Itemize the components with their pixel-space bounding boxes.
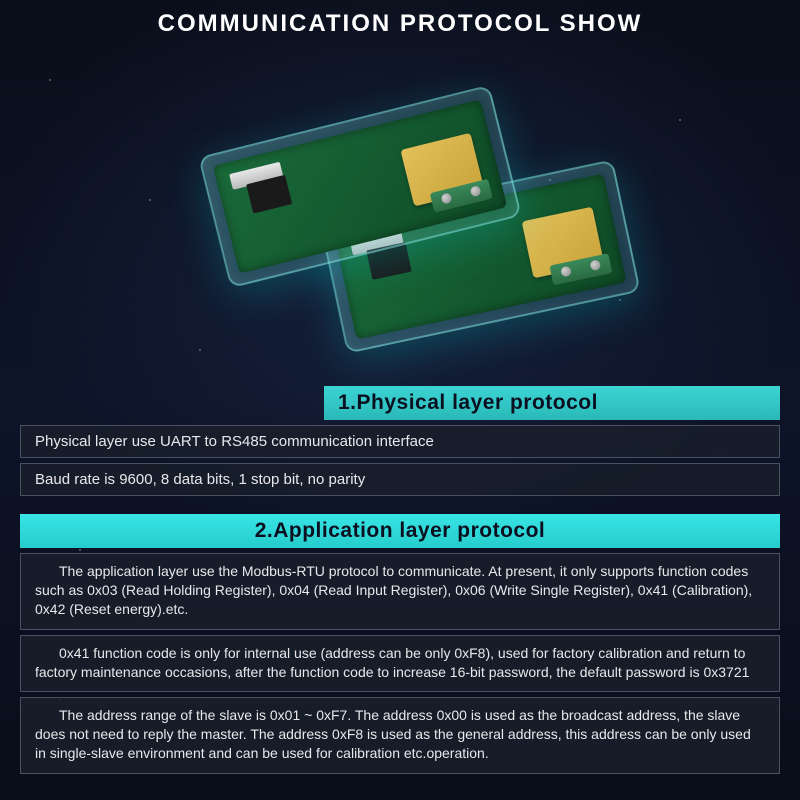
product-image-area (20, 56, 780, 376)
application-block-codes: The application layer use the Modbus-RTU… (20, 553, 780, 630)
application-block-address: The address range of the slave is 0x01 ~… (20, 697, 780, 774)
physical-layer-section: 1.Physical layer protocol Physical layer… (20, 386, 780, 496)
application-layer-header: 2.Application layer protocol (20, 514, 780, 548)
physical-row-baud: Baud rate is 9600, 8 data bits, 1 stop b… (20, 463, 780, 496)
application-block-0x41: 0x41 function code is only for internal … (20, 635, 780, 693)
main-title: COMMUNICATION PROTOCOL SHOW (20, 0, 780, 56)
content-container: COMMUNICATION PROTOCOL SHOW 1.Physical l… (0, 0, 800, 774)
physical-row-interface: Physical layer use UART to RS485 communi… (20, 425, 780, 458)
application-layer-section: 2.Application layer protocol The applica… (20, 514, 780, 774)
physical-layer-header: 1.Physical layer protocol (324, 386, 780, 420)
